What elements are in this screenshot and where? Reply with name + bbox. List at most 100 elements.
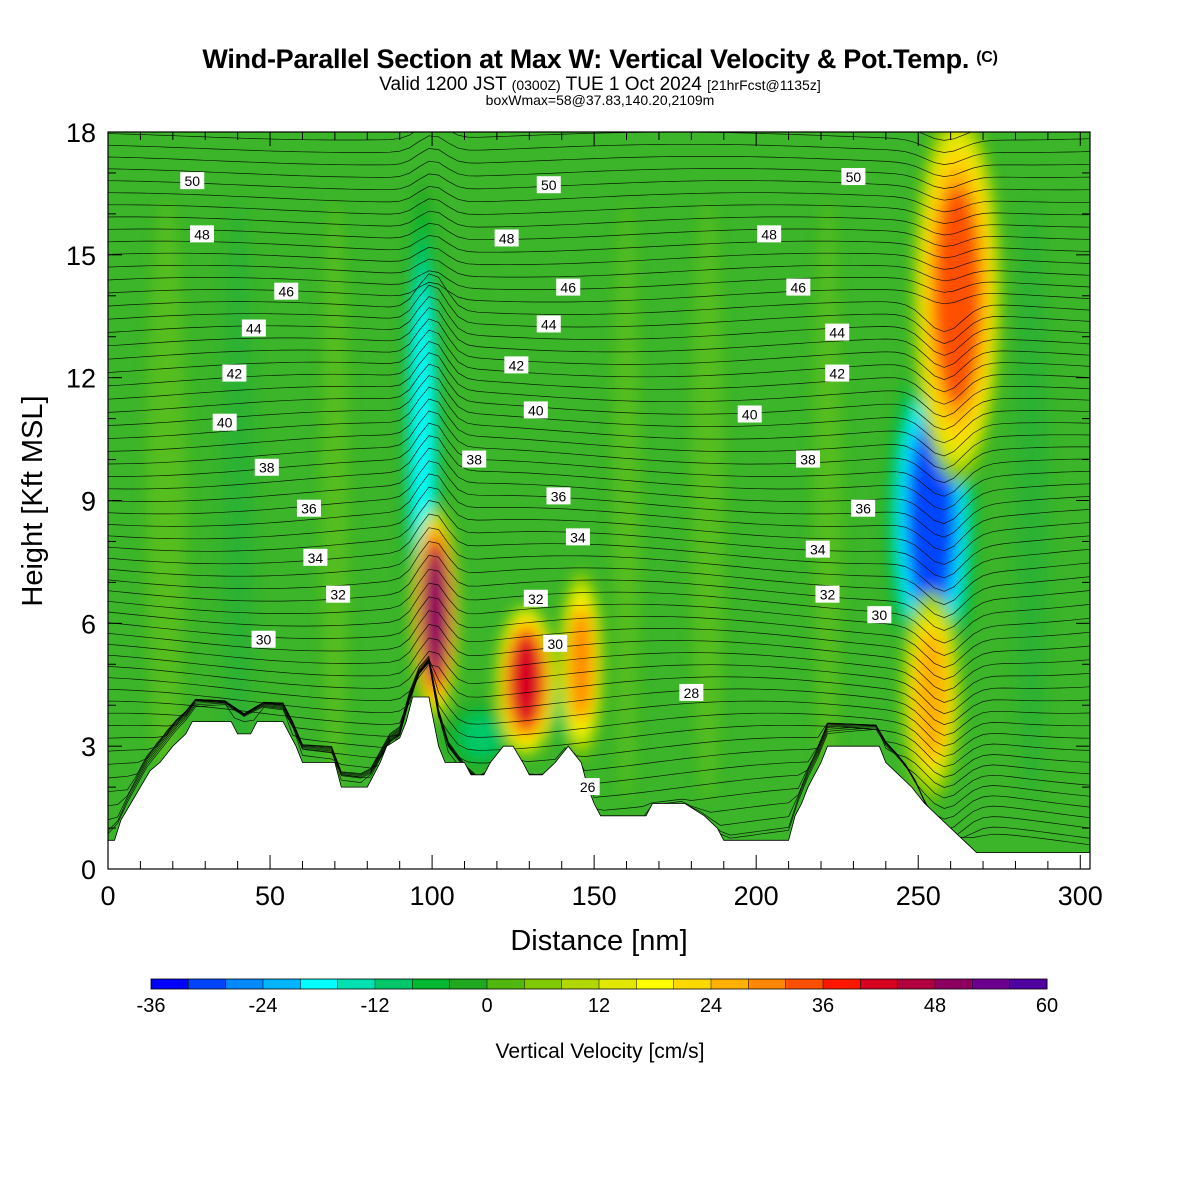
chart-subtitle: Valid 1200 JST (0300Z) TUE 1 Oct 2024 [2…: [0, 74, 1200, 96]
isentrope-line: [108, 527, 1090, 605]
colorbar-swatch: [823, 979, 861, 989]
colorbar-swatch: [748, 979, 787, 989]
colorbar-swatch: [599, 979, 637, 989]
y-tick-label: 18: [66, 118, 96, 148]
isentrope-label: 36: [546, 487, 571, 505]
isentrope-line: [108, 658, 1090, 736]
valid-prefix: Valid 1200 JST: [379, 74, 507, 95]
isentrope-line: [108, 661, 1090, 768]
isentrope-label-bg: [494, 229, 519, 247]
isentrope-label-bg: [180, 172, 205, 190]
field-streak: [221, 200, 254, 801]
isentrope-line: [108, 296, 1090, 356]
isentrope-label-text: 42: [509, 357, 525, 373]
isentrope-label-text: 44: [246, 321, 262, 337]
colorbar-swatch: [188, 979, 227, 989]
isentrope-label-text: 48: [194, 226, 210, 242]
colorbar-label: Vertical Velocity [cm/s]: [496, 1040, 705, 1063]
x-axis: 0 50 100 150 200 250 300: [100, 132, 1103, 911]
isentrope-label-bg: [523, 401, 548, 419]
isentrope-line: [108, 610, 1090, 680]
isentrope-line: [108, 386, 1090, 457]
colorbar-swatch: [972, 979, 1011, 989]
field-streak: [814, 200, 841, 801]
isentrope-line: [108, 637, 1090, 703]
isentrope-label: 36: [851, 499, 876, 517]
x-tick-label: 300: [1058, 881, 1103, 911]
y-tick-label: 12: [66, 364, 96, 394]
isentrope-line: [108, 352, 1090, 418]
isentrope-line: [108, 447, 1090, 524]
isentrope-label: 46: [556, 278, 581, 296]
isentrope-label-text: 38: [466, 452, 482, 468]
plot-area: 50 50 50 48 48 48 46 46 46 44 44 44 42 42 42 40 40 40 38 38…: [108, 132, 1090, 869]
isentrope-label: 48: [189, 225, 214, 243]
isentrope-label-text: 28: [684, 685, 700, 701]
isentrope-line: [108, 659, 1090, 747]
isentrope-label: 42: [825, 364, 850, 382]
isentrope-line: [108, 258, 1090, 282]
isentrope-label-bg: [565, 528, 590, 546]
isentrope-label-bg: [241, 319, 266, 337]
isentrope-line: [108, 650, 1090, 715]
isentrope-label-text: 44: [541, 316, 557, 332]
isentrope-line: [108, 281, 1090, 305]
isentrope-label: 30: [543, 634, 568, 652]
isentrope-line: [108, 329, 1090, 393]
isentrope-label: 30: [251, 630, 276, 648]
x-tick-label: 50: [255, 881, 285, 911]
isentrope-label: 28: [679, 683, 704, 701]
isentrope-label: 40: [212, 413, 237, 431]
isentrope-line: [108, 554, 1090, 631]
colorbar-swatch: [711, 979, 749, 989]
isentrope-label: 44: [536, 315, 561, 333]
colorbar-swatch: [449, 979, 488, 989]
colorbar-swatch: [263, 979, 301, 989]
copyright-mark: (C): [976, 49, 998, 66]
x-tick-label: 100: [410, 881, 455, 911]
isentrope-label-text: 36: [551, 488, 567, 504]
colorbar-tick-label: 24: [700, 995, 722, 1017]
x-tick-label: 250: [896, 881, 941, 911]
isentrope-label-bg: [556, 278, 581, 296]
isentrope-label: 26: [575, 778, 600, 796]
isentrope-label: 34: [805, 540, 830, 558]
isentrope-label: 46: [786, 278, 811, 296]
isentrope-line: [108, 198, 1090, 224]
isentrope-label-text: 46: [278, 284, 294, 300]
colorbar-tick-label: 60: [1036, 995, 1058, 1017]
isentrope-label: 42: [222, 364, 247, 382]
isentrope-label: 40: [737, 405, 762, 423]
updraft-core: [569, 609, 593, 720]
isentrope-label-bg: [796, 450, 821, 468]
y-tick-label: 6: [81, 609, 96, 639]
colorbar-swatch: [935, 979, 973, 989]
isentrope-label-bg: [536, 315, 561, 333]
field-streak: [146, 200, 186, 801]
updraft-core: [510, 636, 542, 725]
isentrope-label-text: 34: [810, 542, 826, 558]
colorbar-swatch: [151, 979, 189, 989]
isentrope-label-text: 40: [528, 402, 544, 418]
x-tick-label: 0: [100, 881, 115, 911]
isentrope-line: [108, 375, 1090, 444]
isentrope-label: 48: [757, 225, 782, 243]
isentrope-label-text: 38: [259, 460, 275, 476]
isentrope-line: [108, 410, 1090, 484]
isentrope-label: 48: [494, 229, 519, 247]
x-tick-label: 200: [734, 881, 779, 911]
isentrope-label-bg: [543, 634, 568, 652]
isentrope-label-bg: [189, 225, 214, 243]
isentrope-label-bg: [296, 499, 321, 517]
y-tick-label: 9: [81, 487, 96, 517]
isentrope-line: [108, 246, 1090, 270]
isentrope-label-text: 30: [256, 632, 272, 648]
isentrope-label: 50: [536, 176, 561, 194]
isentrope-label: 32: [523, 589, 548, 607]
isentrope-label-bg: [251, 630, 276, 648]
isentrope-label-text: 50: [541, 177, 557, 193]
isentrope-label-text: 36: [855, 501, 871, 517]
colorbar-swatch: [785, 979, 824, 989]
isentrope-label: 30: [867, 606, 892, 624]
colorbar-tick-label: -24: [249, 995, 278, 1017]
